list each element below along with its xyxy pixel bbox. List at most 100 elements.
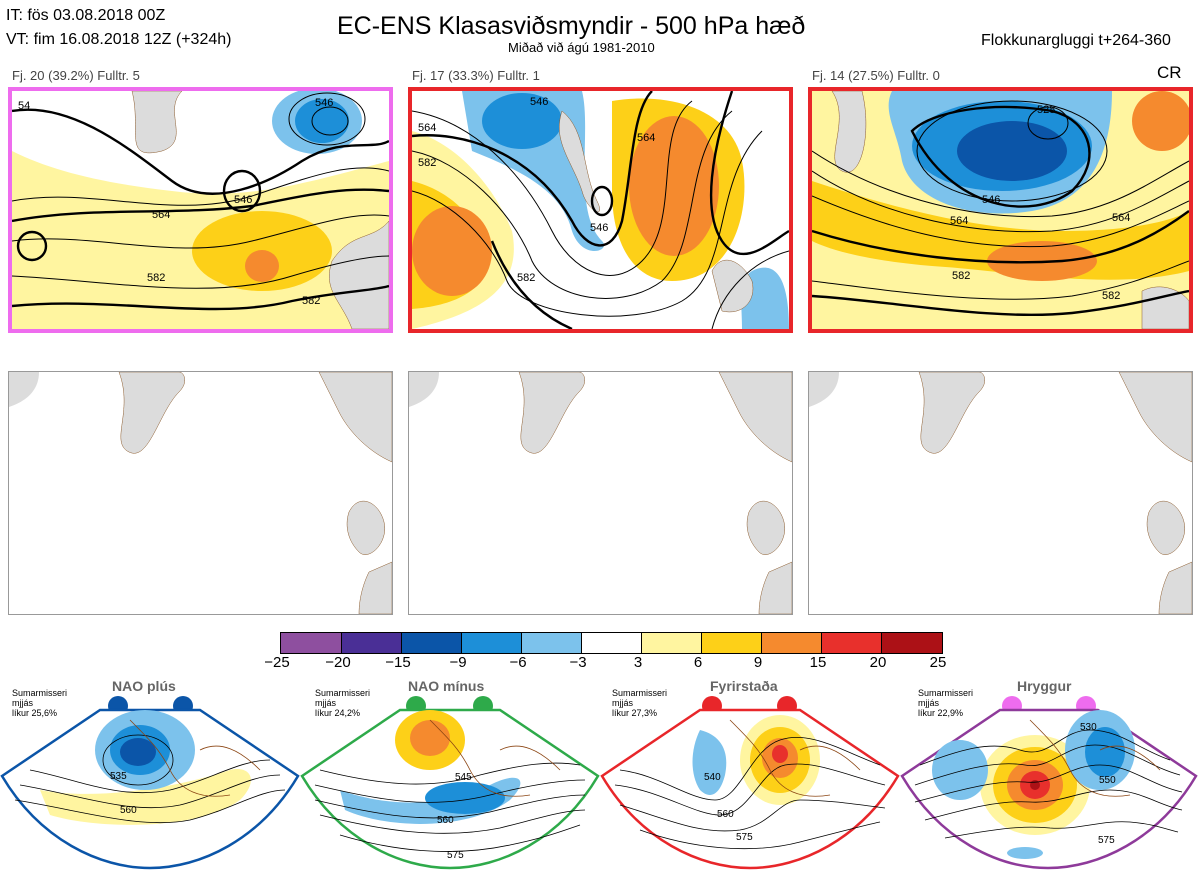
britain-land: [346, 501, 386, 555]
contour-line: [916, 100, 1108, 202]
regime-4-map: 530 550 575: [900, 696, 1198, 870]
contour-thick: [16, 230, 48, 262]
europe-land: [1158, 561, 1192, 614]
colorbar-tick-label: 3: [633, 654, 643, 671]
greenland-land: [131, 91, 183, 154]
anomaly-strong-positive-corner: [1132, 91, 1189, 151]
blank-map-1-plot: [9, 372, 392, 614]
contour-thick: [12, 188, 389, 223]
contour-thick: [412, 91, 653, 247]
canada-land: [409, 372, 439, 407]
contour-label: 545: [455, 772, 472, 783]
blank-map-3-plot: [809, 372, 1192, 614]
anomaly-negative-west: [932, 740, 988, 800]
anomaly-strong-positive: [245, 250, 279, 282]
contour-label: 550: [1099, 775, 1116, 786]
panel-2-label: Fj. 17 (33.3%) Fulltr. 1: [412, 68, 540, 83]
regime-3-name: Fyrirstaða: [710, 678, 778, 694]
contour-line: [914, 764, 1183, 803]
blank-map-1: [8, 371, 393, 615]
colorbar-swatch: [342, 633, 402, 653]
blank-map-3: [808, 371, 1193, 615]
colorbar-swatch: [522, 633, 582, 653]
contour-line: [412, 110, 733, 299]
scandinavia-land: [1118, 372, 1192, 463]
contour-label: 582: [147, 272, 165, 284]
blank-map-2-plot: [409, 372, 792, 614]
contour-line: [919, 729, 1171, 766]
page-title: EC-ENS Klasasviðsmyndir - 500 hPa hæð: [337, 12, 806, 40]
contour-line: [619, 799, 886, 832]
colorbar-tick-label: −15: [385, 654, 411, 671]
contour-label: 582: [418, 157, 436, 169]
contour-line: [102, 734, 174, 786]
contour-line: [812, 195, 1189, 248]
contour-line: [319, 809, 586, 834]
contour-line: [1027, 106, 1069, 140]
panel-1-label: Fj. 20 (39.2%) Fulltr. 5: [12, 68, 140, 83]
anomaly-very-strong-positive: [772, 745, 788, 763]
colorbar: [280, 632, 943, 654]
regime-2-map: 545 560 575: [300, 696, 600, 870]
regime-2-name: NAO mínus: [408, 678, 485, 694]
anomaly-negative: [692, 730, 727, 795]
regime-3-info: Sumarmisseri mjjás líkur 27,3%: [612, 688, 668, 718]
colorbar-swatch: [281, 633, 342, 653]
colorbar-tick-label: 9: [753, 654, 763, 671]
contour-label: 575: [1098, 835, 1115, 846]
regime-1-info: Sumarmisseri mjjás líkur 25,6%: [12, 688, 68, 718]
scandinavia-land: [718, 372, 792, 463]
scandinavia-land: [318, 372, 392, 463]
colorbar-swatch: [402, 633, 462, 653]
contour-line: [19, 774, 281, 809]
contour-label: 564: [418, 122, 436, 134]
contour-thick: [709, 91, 789, 256]
regime-2-info: Sumarmisseri mjjás líkur 24,2%: [315, 688, 371, 718]
contour-thick: [910, 105, 1091, 208]
cluster-map-1-plot: 546 564 582 582 546 54: [12, 91, 389, 329]
contour-line: [812, 260, 1189, 300]
regime-3-map: 540 560 575: [600, 696, 900, 870]
contour-line: [812, 170, 1189, 233]
contour-thick: [812, 210, 1189, 264]
anomaly-strong-negative: [295, 99, 349, 143]
contour-label: 535: [110, 771, 127, 782]
colorbar-tick-label: 15: [809, 654, 827, 671]
contour-line: [944, 821, 1179, 839]
britain-land: [746, 501, 786, 555]
colorbar-swatch: [642, 633, 702, 653]
contour-label: 582: [1102, 290, 1120, 302]
europe-land: [329, 220, 389, 329]
colorbar-tick-label: −25: [264, 654, 290, 671]
colorbar-tick-label: −6: [509, 654, 527, 671]
colorbar-tick-label: 20: [869, 654, 887, 671]
contour-line: [711, 250, 789, 329]
canada-land: [809, 372, 839, 407]
contour-thick: [12, 284, 389, 311]
colorbar-swatch: [762, 633, 822, 653]
anomaly-strong-positive-right: [629, 116, 719, 256]
colorbar-ticks: −25 −20 −15 −9 −6 −3 3 6 9 15 20 25: [0, 654, 1200, 674]
anomaly-negative-corner: [741, 267, 789, 329]
contour-line: [914, 744, 1181, 786]
anomaly-negative-south: [1007, 847, 1043, 859]
anomaly-strong-negative: [1085, 727, 1125, 777]
colorbar-swatch: [462, 633, 522, 653]
contour-line: [311, 106, 349, 136]
page-subtitle: Miðað við ágú 1981-2010: [508, 40, 655, 55]
coastline: [799, 745, 861, 771]
canada-land: [9, 372, 39, 407]
coastline: [499, 745, 561, 771]
contour-label: 575: [736, 832, 753, 843]
regime-1-map: 535 560: [0, 696, 300, 870]
contour-line: [288, 92, 366, 146]
contour-thick: [590, 185, 614, 217]
contour-label: 546: [315, 97, 333, 109]
contour-label: 560: [120, 805, 137, 816]
coastline: [1099, 745, 1161, 771]
contour-line: [319, 762, 581, 785]
contour-label: 582: [517, 272, 535, 284]
europe-land: [358, 561, 392, 614]
europe-land: [711, 260, 754, 313]
contour-line: [619, 736, 881, 801]
